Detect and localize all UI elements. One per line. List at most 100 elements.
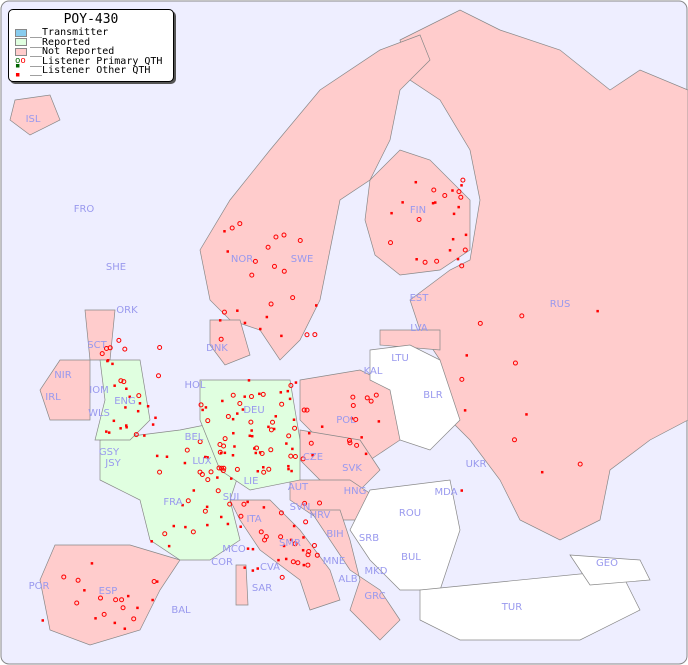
legend-primary-qth: oo __Listener Primary QTH (9, 56, 173, 67)
country-esp-por[interactable] (39, 544, 181, 646)
listener-other-marker (456, 257, 460, 261)
listener-other-marker (151, 598, 154, 602)
listener-other-marker (221, 399, 224, 403)
listener-primary-marker (230, 392, 236, 398)
country-dnk[interactable] (209, 319, 251, 366)
listener-primary-marker (303, 519, 309, 525)
listener-other-marker (464, 233, 468, 237)
listener-other-marker (250, 434, 254, 438)
filled-square-icon: ▪ ▪ (15, 60, 21, 81)
listener-primary-marker (511, 437, 517, 443)
listener-other-marker (111, 362, 114, 366)
listener-primary-marker (268, 427, 274, 433)
listener-primary-marker (202, 508, 208, 514)
listener-primary-marker (292, 453, 298, 459)
country-ita[interactable] (229, 499, 341, 611)
listener-primary-marker (184, 447, 190, 453)
listener-other-marker (267, 425, 270, 429)
country-label-fin: FIN (410, 205, 426, 216)
listener-primary-marker (258, 529, 264, 535)
country-label-sct: SCT (87, 340, 107, 351)
listener-other-marker (262, 466, 265, 469)
listener-primary-marker (263, 534, 269, 540)
listener-other-marker (107, 431, 111, 434)
listener-other-marker (290, 469, 293, 473)
listener-primary-marker (260, 391, 266, 397)
listener-primary-marker (270, 419, 276, 425)
listener-primary-marker (300, 456, 306, 462)
legend-label: __Reported (30, 36, 91, 48)
country-label-grc: GRC (364, 591, 385, 602)
listener-other-marker (119, 427, 122, 430)
listener-primary-marker (99, 351, 105, 357)
country-label-hol: HOL (185, 380, 206, 391)
country-sar[interactable] (235, 564, 249, 606)
country-label-pol: POL (336, 415, 356, 426)
listener-primary-marker (97, 595, 103, 601)
country-geo[interactable] (569, 554, 651, 586)
country-fin[interactable] (364, 149, 471, 276)
country-label-irl: IRL (45, 392, 61, 403)
listener-other-marker (451, 189, 454, 192)
listener-other-marker (265, 315, 269, 319)
country-isl[interactable] (9, 94, 61, 136)
listener-other-marker (150, 540, 153, 543)
listener-primary-marker (519, 313, 525, 319)
listener-primary-marker (308, 440, 314, 446)
country-ltu-blr[interactable] (369, 344, 461, 451)
listener-other-marker (236, 412, 239, 415)
country-label-svk: SVK (342, 463, 362, 474)
listener-other-marker (301, 548, 305, 552)
listener-primary-marker (121, 379, 127, 385)
country-irl[interactable] (39, 359, 91, 421)
listener-other-marker (113, 384, 116, 387)
listener-other-marker (233, 445, 236, 448)
listener-primary-marker (422, 259, 428, 265)
listener-primary-marker (311, 542, 317, 548)
country-label-fro: FRO (74, 204, 95, 215)
listener-other-marker (364, 452, 368, 456)
listener-other-marker (218, 319, 222, 322)
listener-other-marker (243, 566, 246, 569)
listener-other-marker (113, 621, 117, 625)
country-eng-wls[interactable] (94, 359, 151, 441)
listener-primary-marker (234, 466, 240, 472)
listener-primary-marker (199, 471, 205, 477)
country-label-rus: RUS (550, 299, 571, 310)
listener-primary-marker (215, 488, 221, 494)
country-rus-ukr-fin[interactable] (399, 9, 688, 541)
listener-primary-marker (278, 534, 284, 540)
listener-other-marker (125, 426, 128, 429)
listener-other-marker (302, 563, 306, 567)
listener-other-marker (248, 434, 252, 438)
country-label-bul: BUL (401, 552, 421, 563)
listener-other-marker (136, 606, 139, 610)
listener-primary-marker (271, 263, 277, 269)
listener-primary-marker (268, 447, 274, 453)
listener-other-marker (415, 257, 418, 261)
country-label-iom: IOM (89, 385, 108, 396)
listener-other-marker (138, 402, 142, 405)
listener-other-marker (274, 415, 278, 418)
listener-other-marker (124, 406, 127, 409)
listener-other-marker (155, 454, 159, 458)
country-label-srb: SRB (359, 533, 379, 544)
country-label-wls: WLS (88, 408, 110, 419)
listener-primary-marker (241, 501, 247, 507)
listener-primary-marker (131, 616, 137, 622)
listener-primary-marker (431, 187, 437, 193)
listener-other-marker (286, 389, 290, 393)
listener-primary-marker (512, 360, 518, 366)
listener-primary-marker (261, 469, 267, 475)
country-lva[interactable] (379, 329, 441, 351)
listener-primary-marker (279, 401, 285, 407)
listener-other-marker (155, 580, 159, 583)
country-label-esp: ESP (99, 586, 118, 597)
listener-primary-marker (198, 402, 204, 408)
listener-other-marker (282, 544, 286, 548)
legend-title: POY-430 (63, 12, 119, 27)
listener-primary-marker (577, 461, 583, 467)
listener-other-marker (192, 489, 196, 492)
country-hrv-alb-grc[interactable] (309, 509, 401, 641)
